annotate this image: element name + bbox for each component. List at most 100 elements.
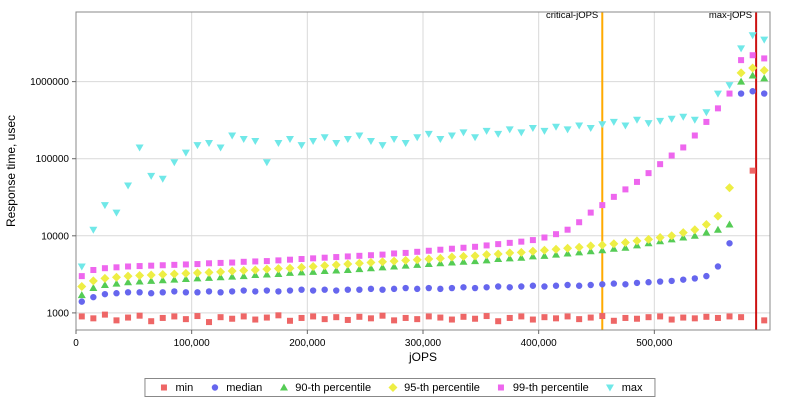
data-point: [388, 383, 398, 392]
data-point: [576, 316, 583, 323]
data-point: [506, 284, 513, 291]
data-point: [690, 116, 699, 124]
data-point: [275, 257, 282, 264]
data-point: [587, 314, 594, 321]
data-point: [714, 263, 722, 270]
data-point: [703, 118, 710, 125]
data-point: [761, 90, 768, 97]
data-point: [761, 317, 768, 324]
data-point: [472, 315, 479, 322]
data-point: [89, 284, 98, 292]
data-point: [632, 236, 642, 246]
data-point: [471, 284, 479, 292]
data-point: [701, 220, 711, 230]
data-point: [367, 285, 375, 293]
data-point: [113, 317, 120, 324]
data-point: [703, 272, 710, 280]
data-point: [482, 256, 491, 264]
data-point: [355, 265, 364, 273]
data-point: [159, 289, 166, 296]
data-point: [125, 263, 132, 270]
data-point: [401, 261, 410, 269]
data-point: [148, 318, 155, 325]
data-point: [181, 149, 190, 157]
legend-label: median: [226, 381, 263, 394]
data-point: [252, 288, 259, 295]
data-point: [310, 255, 317, 262]
legend-item-95-th-percentile: 95-th percentile: [386, 381, 480, 394]
data-point: [483, 284, 490, 291]
data-point: [228, 288, 236, 295]
data-point: [518, 313, 525, 320]
data-point: [78, 273, 85, 280]
data-point: [564, 281, 571, 289]
data-point: [135, 144, 144, 152]
data-point: [147, 290, 155, 297]
x-tick-label: 0: [73, 338, 79, 349]
data-point: [586, 125, 595, 133]
data-point: [494, 283, 502, 290]
data-point: [320, 266, 329, 274]
data-point: [216, 144, 225, 152]
data-point: [691, 132, 698, 139]
data-point: [506, 239, 513, 246]
data-point: [112, 279, 121, 287]
data-point: [192, 268, 202, 278]
data-point: [622, 186, 629, 193]
data-point: [181, 275, 190, 283]
data-point: [331, 260, 341, 270]
data-point: [690, 231, 699, 239]
data-point: [333, 287, 340, 294]
data-point: [136, 263, 143, 270]
data-point: [748, 32, 757, 40]
data-point: [761, 55, 768, 62]
data-point: [123, 271, 133, 281]
data-point: [610, 317, 617, 324]
data-point: [389, 256, 399, 266]
data-point: [90, 315, 97, 322]
data-point: [227, 266, 237, 276]
data-point: [217, 314, 224, 321]
data-point: [216, 267, 226, 277]
data-point: [574, 242, 584, 252]
data-point: [576, 219, 583, 226]
x-tick-label: 200,000: [289, 338, 326, 349]
data-point: [158, 276, 167, 284]
data-point: [645, 170, 652, 177]
legend-item-median: median: [208, 381, 262, 394]
circle-marker-icon: [211, 384, 218, 391]
data-point: [217, 259, 224, 266]
data-point: [356, 313, 363, 320]
data-point: [78, 313, 85, 320]
data-point: [505, 248, 515, 258]
data-point: [321, 316, 328, 323]
x-tick-label: 300,000: [405, 338, 442, 349]
data-point: [366, 137, 375, 145]
data-point: [541, 234, 548, 241]
data-point: [575, 282, 583, 289]
data-point: [748, 71, 757, 79]
data-point: [737, 77, 746, 85]
data-point: [171, 313, 178, 320]
data-point: [354, 258, 364, 268]
data-point: [633, 279, 641, 287]
data-point: [356, 252, 363, 259]
data-point: [344, 316, 351, 323]
data-point: [575, 248, 584, 256]
data-point: [424, 260, 433, 268]
y-tick-label: 10000: [41, 231, 69, 242]
data-point: [518, 283, 525, 290]
data-point: [460, 313, 467, 320]
data-point: [273, 264, 283, 274]
data-point: [539, 245, 549, 255]
data-point: [89, 226, 98, 234]
diamond-marker-icon: [388, 383, 398, 392]
data-point: [125, 314, 132, 321]
legend-item-90-th-percentile: 90-th percentile: [277, 381, 371, 394]
data-point: [321, 254, 328, 261]
data-point: [424, 130, 433, 138]
data-point: [355, 132, 364, 140]
data-point: [656, 117, 665, 125]
data-point: [124, 278, 133, 286]
data-point: [379, 251, 386, 258]
